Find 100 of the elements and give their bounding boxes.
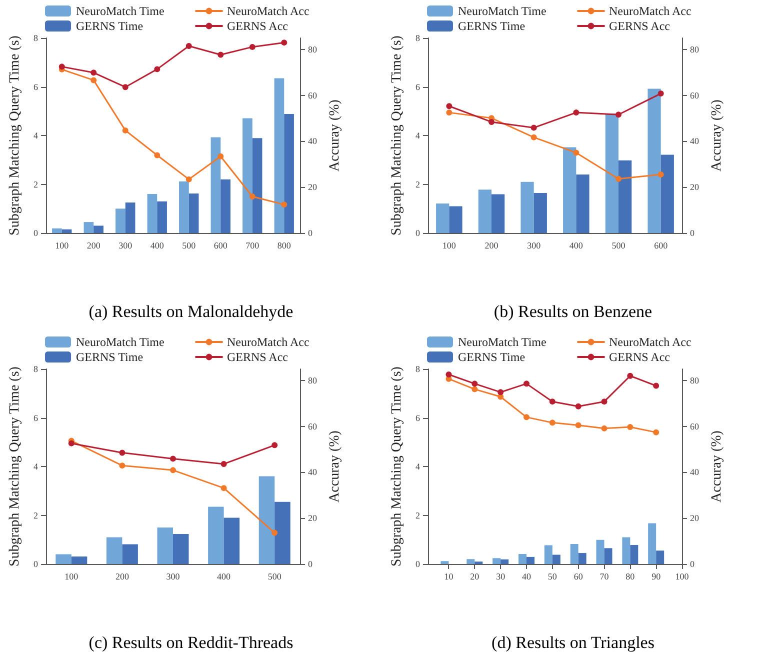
bar bbox=[604, 548, 612, 564]
point bbox=[446, 103, 452, 110]
bar bbox=[570, 544, 578, 564]
x-tick-label: 80 bbox=[626, 572, 636, 582]
x-tick-label: 60 bbox=[574, 572, 584, 582]
x-tick-label: 30 bbox=[496, 572, 506, 582]
bar bbox=[440, 561, 449, 564]
y-tick-label: 4 bbox=[34, 130, 38, 140]
point bbox=[472, 380, 478, 387]
bar bbox=[258, 476, 275, 564]
bar bbox=[106, 537, 122, 564]
bar bbox=[220, 179, 230, 233]
point bbox=[170, 456, 176, 462]
bar bbox=[622, 537, 630, 564]
bar bbox=[71, 556, 88, 564]
x-tick-label: 100 bbox=[55, 240, 70, 250]
legend-label: NeuroMatch Acc bbox=[609, 4, 692, 18]
point bbox=[530, 124, 537, 131]
y-tick-label: 2 bbox=[416, 510, 420, 520]
y-tick-label: 0 bbox=[34, 228, 38, 238]
y-tick-label: 4 bbox=[34, 462, 38, 472]
point bbox=[68, 440, 74, 446]
bar bbox=[518, 554, 526, 564]
bar bbox=[534, 193, 547, 233]
y-tick-label: 8 bbox=[416, 364, 420, 374]
x-tick-label: 50 bbox=[548, 572, 558, 582]
point bbox=[220, 460, 227, 467]
x-tick-label: 500 bbox=[182, 240, 196, 250]
bar bbox=[94, 226, 104, 233]
legend-label: NeuroMatch Time bbox=[76, 4, 164, 18]
bar bbox=[478, 190, 492, 233]
bar bbox=[449, 206, 462, 233]
point bbox=[170, 467, 176, 474]
bar bbox=[210, 137, 221, 233]
text: (a) Results on Malonaldehyde bbox=[88, 302, 294, 321]
y2-tick-label: 80 bbox=[308, 44, 318, 54]
bar bbox=[544, 545, 552, 564]
x-tick-label: 300 bbox=[118, 240, 133, 250]
y2-tick-label: 80 bbox=[308, 375, 318, 386]
y2-tick-label: 0 bbox=[690, 559, 695, 569]
y2-tick-label: 40 bbox=[690, 467, 700, 478]
x-tick-label: 90 bbox=[652, 572, 662, 582]
legend-label: NeuroMatch Time bbox=[76, 335, 164, 349]
point bbox=[627, 424, 634, 430]
x-tick-label: 40 bbox=[522, 572, 532, 582]
bar bbox=[122, 544, 138, 564]
bar bbox=[62, 229, 72, 233]
point bbox=[488, 118, 494, 125]
x-tick-label: 800 bbox=[277, 240, 292, 250]
x-tick-label: 600 bbox=[654, 240, 668, 250]
bar bbox=[157, 201, 167, 233]
point bbox=[658, 90, 664, 97]
point bbox=[249, 44, 256, 50]
point bbox=[573, 150, 580, 156]
bar bbox=[605, 114, 618, 233]
y2-axis-title: Accuray (%) bbox=[710, 99, 724, 172]
point bbox=[218, 52, 224, 58]
text: (d) Results on Triangles bbox=[492, 633, 654, 652]
bar bbox=[596, 540, 604, 564]
point bbox=[616, 112, 622, 118]
bar bbox=[466, 559, 475, 564]
y2-tick-label: 60 bbox=[308, 421, 318, 432]
bar bbox=[208, 506, 224, 564]
y-tick-label: 6 bbox=[416, 82, 420, 92]
y-tick-label: 4 bbox=[416, 130, 420, 140]
legend-label: NeuroMatch Acc bbox=[227, 335, 310, 349]
bar bbox=[179, 181, 189, 233]
bar bbox=[526, 556, 534, 564]
point bbox=[90, 70, 97, 76]
bar bbox=[500, 559, 509, 564]
x-tick-label: 700 bbox=[246, 240, 260, 250]
legend-label: GERNS Time bbox=[458, 19, 526, 33]
x-tick-label: 400 bbox=[569, 240, 584, 250]
bar bbox=[284, 114, 294, 233]
bar bbox=[56, 554, 72, 564]
bar bbox=[660, 154, 674, 233]
y2-tick-label: 0 bbox=[690, 228, 695, 238]
bar bbox=[648, 523, 656, 564]
y2-tick-label: 40 bbox=[308, 467, 318, 478]
bar bbox=[125, 202, 136, 233]
y-tick-label: 6 bbox=[416, 412, 420, 423]
point bbox=[119, 462, 126, 469]
y2-tick-label: 20 bbox=[690, 513, 700, 524]
y2-axis-title: Accuray (%) bbox=[328, 430, 342, 502]
point bbox=[122, 127, 128, 134]
x-tick-label: 100 bbox=[64, 572, 79, 582]
point bbox=[122, 84, 128, 90]
y-tick-label: 0 bbox=[416, 228, 420, 238]
point bbox=[573, 110, 580, 116]
x-tick-label: 400 bbox=[217, 572, 232, 582]
y-tick-label: 4 bbox=[416, 462, 420, 472]
y-axis-title: Subgraph Matching Query Time (s) bbox=[390, 366, 404, 566]
legend-label: NeuroMatch Acc bbox=[609, 335, 692, 349]
y2-tick-label: 60 bbox=[308, 90, 318, 100]
bar bbox=[173, 534, 189, 564]
text: (c) Results on Reddit-Threads bbox=[88, 633, 294, 652]
y2-axis-title: Accuray (%) bbox=[328, 99, 342, 172]
y-tick-label: 2 bbox=[416, 179, 420, 190]
legend-label: GERNS Time bbox=[76, 350, 144, 364]
point bbox=[186, 43, 192, 50]
